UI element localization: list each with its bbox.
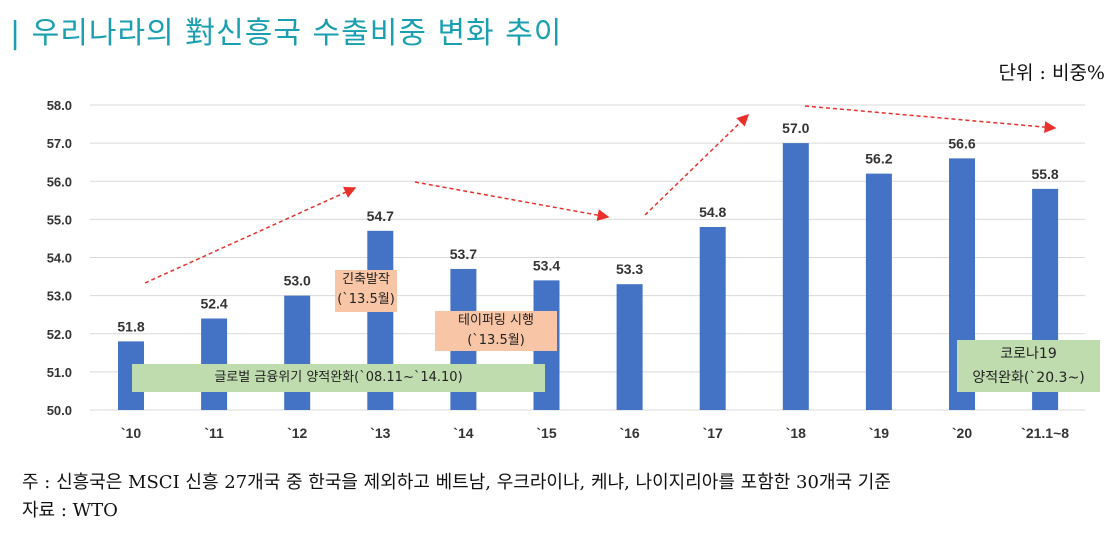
x-tick-label: `21.1~8 [1021,425,1069,441]
x-tick-label: `12 [287,425,307,441]
x-tick-label: `18 [786,425,806,441]
annotation-line: 코로나19 [1000,346,1057,362]
y-tick-label: 53.0 [47,289,72,304]
trend-arrow [414,181,610,222]
trend-arrow [144,186,357,284]
annotation-line: (`13.5월) [467,333,525,348]
data-label: 56.2 [865,151,892,167]
x-tick-label: `16 [619,425,639,441]
y-tick-label: 58.0 [47,98,72,113]
annotation-tapering: 테이퍼링 시행 (`13.5월) [435,311,557,351]
annotation-gfc-qe: 글로벌 금융위기 양적완화(`08.11~`14.10) [132,364,545,392]
annotation-line: (`13.5월) [337,292,395,307]
x-tick-label: `14 [453,425,473,441]
x-tick-label: `15 [536,425,556,441]
x-tick-label: `17 [703,425,723,441]
bar [616,284,643,410]
data-label: 56.6 [948,135,975,151]
data-label: 57.0 [782,120,809,136]
data-label: 51.8 [117,318,144,334]
y-tick-label: 50.0 [47,403,72,418]
y-tick-label: 52.0 [47,327,72,342]
bar [284,295,311,410]
annotation-covid-qe: 코로나19 양적완화(`20.3~) [957,340,1100,392]
x-tick-label: `13 [370,425,390,441]
annotation-taper-tantrum: 긴축발작 (`13.5월) [335,270,397,312]
y-tick-label: 56.0 [47,174,72,189]
x-tick-label: `19 [869,425,889,441]
bar [782,143,809,410]
footnote: 주 : 신흥국은 MSCI 신흥 27개국 중 한국을 제외하고 베트남, 우크… [22,472,891,493]
annotation-line: 긴축발작 [342,272,390,287]
data-label: 53.4 [533,257,560,273]
source-note: 자료 : WTO [22,500,118,521]
x-tick-label: `11 [204,425,224,441]
annotation-line: 테이퍼링 시행 [458,313,534,328]
data-label: 54.8 [699,204,726,220]
unit-label: 단위 : 비중% [998,62,1105,84]
data-label: 54.7 [367,208,394,224]
data-label: 52.4 [200,296,227,312]
data-label: 55.8 [1031,166,1058,182]
y-tick-label: 54.0 [47,251,72,266]
bar [865,173,892,410]
data-label: 53.0 [284,273,311,289]
page-title: | 우리나라의 對신흥국 수출비중 변화 추이 [10,16,563,51]
y-tick-label: 57.0 [47,136,72,151]
annotation-line: 양적완화(`20.3~) [972,370,1085,386]
y-tick-label: 51.0 [47,365,72,380]
y-tick-label: 55.0 [47,212,72,227]
bar [699,227,726,410]
data-label: 53.7 [450,246,477,262]
trend-arrow [804,105,1057,134]
x-tick-label: `10 [121,425,141,441]
data-label: 53.3 [616,261,643,277]
x-tick-label: `20 [952,425,972,441]
trend-arrow [644,113,750,216]
